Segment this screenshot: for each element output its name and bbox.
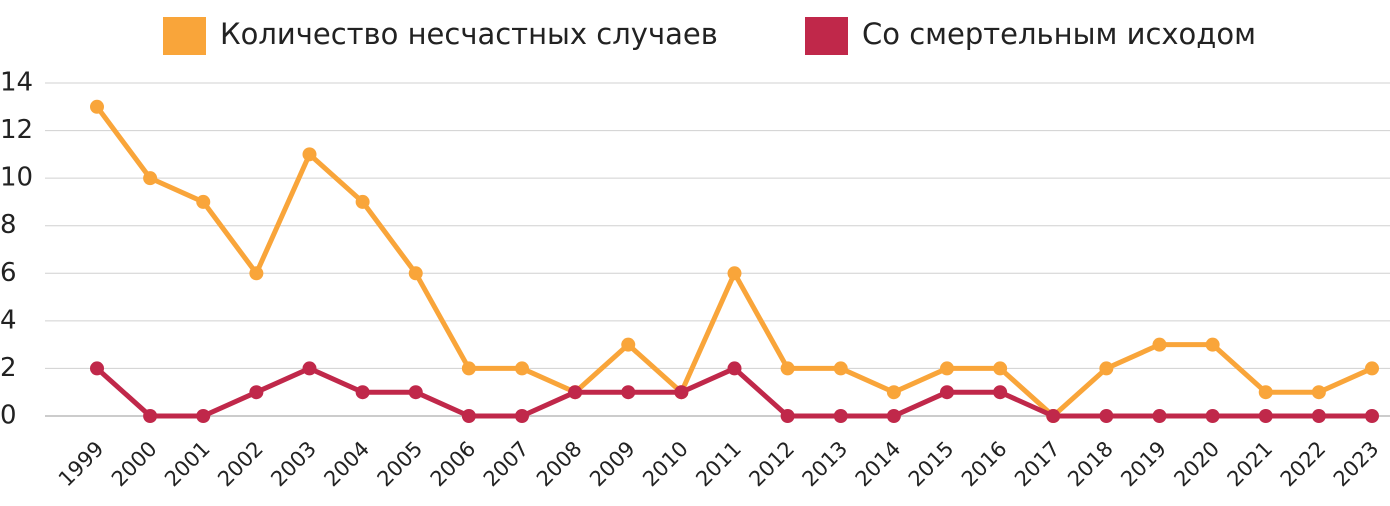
x-tick-label: 2022 [1276, 437, 1331, 492]
point [886, 385, 901, 400]
y-tick-label: 10 [0, 163, 33, 193]
point [1152, 409, 1167, 423]
y-tick-label: 8 [0, 210, 17, 240]
x-tick-label: 2006 [426, 437, 481, 492]
point [408, 266, 423, 281]
point [90, 361, 104, 376]
point [302, 147, 317, 162]
x-tick-label: 2017 [1010, 437, 1065, 492]
point [621, 385, 636, 400]
x-tick-label: 2002 [213, 437, 268, 492]
x-tick-label: 2023 [1329, 437, 1384, 492]
point [1099, 361, 1114, 376]
x-tick-label: 2021 [1223, 437, 1278, 492]
point [355, 385, 370, 400]
x-tick-label: 2018 [1063, 437, 1118, 492]
point [1152, 337, 1167, 352]
y-tick-label: 2 [0, 353, 17, 383]
x-tick-label: 2009 [585, 437, 640, 492]
x-tick-label: 1999 [54, 437, 109, 492]
x-tick-label: 2003 [266, 437, 321, 492]
point [1258, 409, 1273, 423]
x-tick-label: 2019 [1116, 437, 1171, 492]
point [780, 361, 795, 376]
point [940, 361, 954, 376]
point [196, 194, 211, 209]
x-tick-label: 2008 [532, 437, 587, 492]
point [568, 385, 583, 400]
point [1365, 409, 1379, 423]
x-tick-label: 2020 [1169, 437, 1224, 492]
point [143, 171, 158, 186]
legend-label: Со смертельным исходом [862, 17, 1256, 51]
x-tick-label: 2015 [904, 437, 959, 492]
point [1205, 337, 1220, 352]
x-tick-label: 2013 [798, 437, 853, 492]
y-tick-label: 4 [0, 305, 17, 335]
point [461, 409, 476, 423]
point [727, 266, 742, 281]
point [1365, 361, 1379, 376]
point [727, 361, 742, 376]
x-tick-label: 2014 [851, 437, 906, 492]
point [515, 409, 529, 423]
point [833, 361, 848, 376]
x-tick-label: 2000 [107, 437, 162, 492]
x-tick-label: 2016 [957, 437, 1012, 492]
point [90, 99, 104, 114]
point [940, 385, 954, 400]
point [1099, 409, 1114, 423]
legend-swatch [805, 17, 848, 55]
point [1311, 385, 1326, 400]
point [196, 409, 211, 423]
legend-label: Количество несчастных случаев [220, 17, 718, 51]
point [780, 409, 795, 423]
point [249, 266, 264, 281]
point [461, 361, 476, 376]
point [993, 361, 1008, 376]
point [1205, 409, 1220, 423]
x-tick-label: 2012 [744, 437, 799, 492]
point [302, 361, 317, 376]
point [1046, 409, 1061, 423]
point [249, 385, 264, 400]
point [515, 361, 529, 376]
series-line [95, 365, 1372, 419]
point [621, 337, 636, 352]
point [833, 409, 848, 423]
x-tick-label: 2010 [638, 437, 693, 492]
y-tick-label: 12 [0, 115, 33, 145]
point [408, 385, 423, 400]
point [993, 385, 1008, 400]
x-tick-label: 2004 [319, 437, 374, 492]
legend-swatch [163, 17, 206, 55]
x-tick-label: 2011 [691, 437, 746, 492]
point [1258, 385, 1273, 400]
point [355, 194, 370, 209]
point [674, 385, 689, 400]
x-tick-label: 2005 [373, 437, 428, 492]
x-tick-label: 2001 [160, 437, 215, 492]
point [1311, 409, 1326, 423]
x-tick-label: 2007 [479, 437, 534, 492]
y-tick-label: 6 [0, 258, 17, 288]
point [886, 409, 901, 423]
y-tick-label: 0 [0, 401, 17, 431]
point [143, 409, 158, 423]
y-tick-label: 14 [0, 68, 33, 98]
